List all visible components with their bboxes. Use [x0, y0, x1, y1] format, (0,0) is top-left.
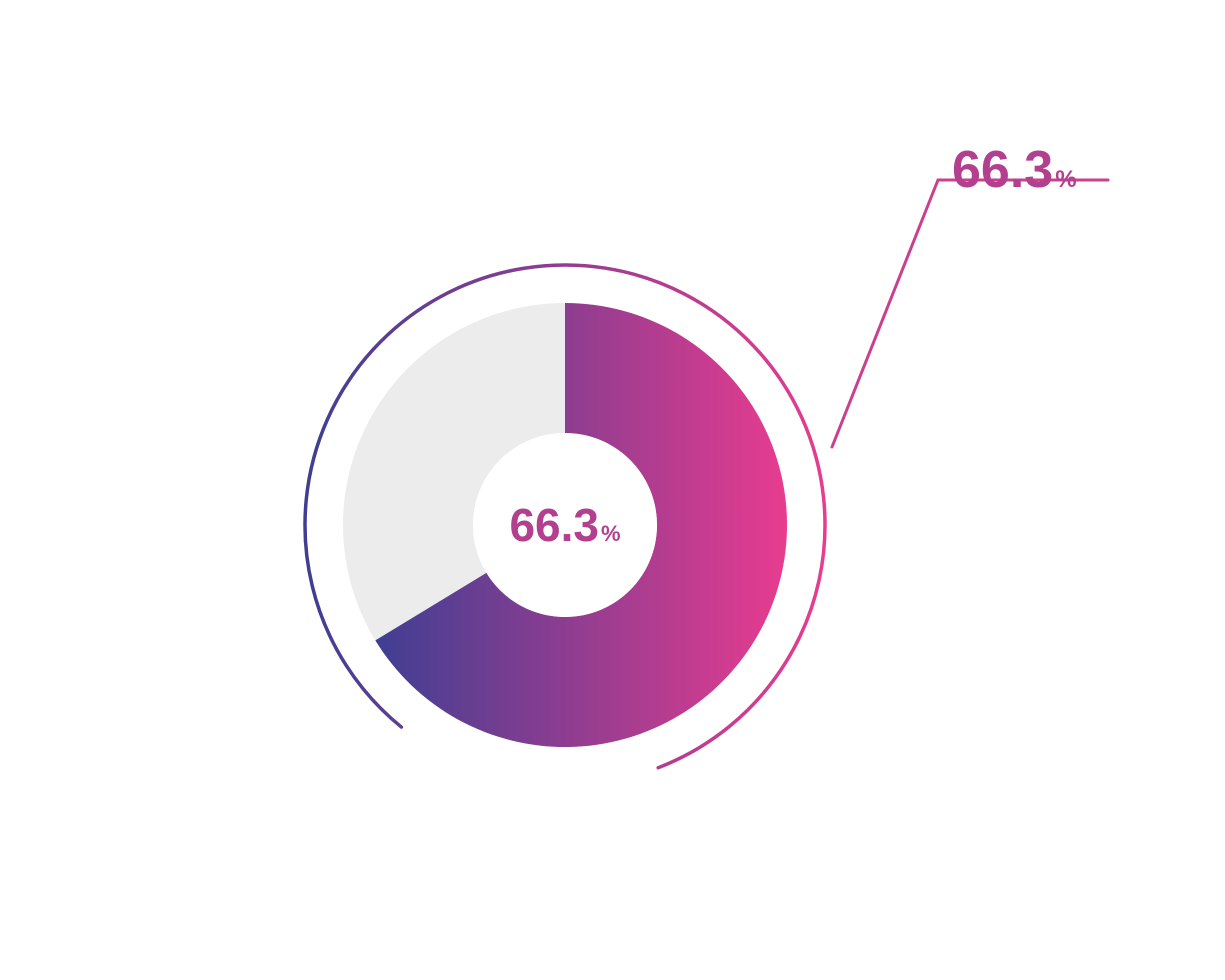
- callout-value: 66.3: [952, 140, 1053, 200]
- center-percentage-label: 66.3 %: [509, 498, 620, 552]
- callout-percent-suffix: %: [1055, 166, 1076, 194]
- chart-stage: 66.3 % 66.3 %: [0, 0, 1225, 980]
- callout-percentage-label: 66.3 %: [952, 140, 1077, 200]
- center-value: 66.3: [509, 498, 599, 552]
- center-percent-suffix: %: [601, 521, 621, 547]
